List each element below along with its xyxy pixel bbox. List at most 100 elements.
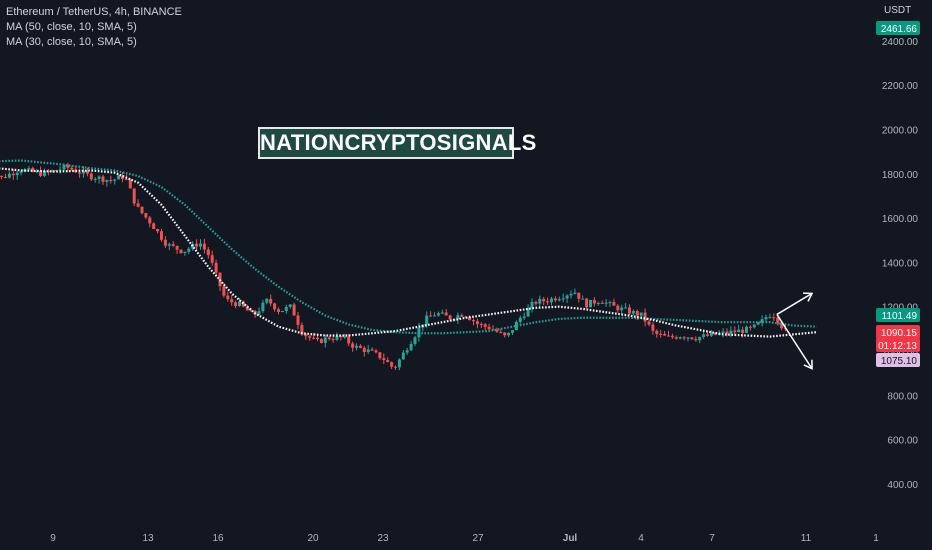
- price-axis[interactable]: 2400.00 2200.00 2000.00 1800.00 1600.00 1400.…: [882, 37, 919, 491]
- ma50-line: [0, 159, 817, 335]
- candle-body: [66, 164, 70, 168]
- candle-body: [530, 301, 534, 308]
- candle-body: [109, 179, 113, 181]
- candle-body: [105, 179, 109, 182]
- price-axis-unit: USDT: [884, 5, 912, 16]
- candle-body: [0, 175, 4, 177]
- candle-body: [472, 320, 475, 322]
- candle-body: [323, 337, 327, 343]
- candle-body: [436, 313, 440, 316]
- candle-body: [27, 168, 31, 170]
- candle-body: [495, 329, 499, 332]
- candle-body: [776, 317, 780, 323]
- candle-body: [210, 255, 214, 263]
- time-tick-label: 9: [50, 533, 56, 544]
- indicator-ma30[interactable]: MA (30, close, 10, SMA, 5): [6, 36, 137, 48]
- symbol-title[interactable]: Ethereum / TetherUS, 4h, BINANCE: [6, 6, 182, 18]
- candle-body: [269, 298, 273, 304]
- projection-down-arrow-head: [803, 359, 813, 370]
- candle-body: [199, 243, 202, 247]
- candle-body: [425, 315, 429, 325]
- time-tick-label: 11: [801, 533, 812, 544]
- candle-body: [768, 317, 772, 319]
- candle-body: [284, 306, 288, 311]
- candle-body: [218, 272, 222, 287]
- projection-up-arrow-head: [803, 292, 814, 302]
- candle-body: [483, 324, 487, 327]
- watermark-label: NATIONCRYPTOSIGNALS: [258, 127, 536, 159]
- candle-body: [526, 307, 530, 317]
- candle-body: [335, 335, 339, 340]
- candle-body: [405, 350, 409, 353]
- price-tick-label: 2400.00: [882, 37, 919, 48]
- candle-body: [709, 332, 713, 336]
- candle-body: [202, 243, 206, 250]
- candle-body: [635, 311, 639, 316]
- candle-body: [230, 299, 234, 303]
- candle-body: [300, 324, 304, 335]
- candle-body: [667, 335, 670, 337]
- candle-body: [288, 304, 292, 307]
- time-tick-label: 23: [377, 533, 389, 544]
- candle-body: [694, 339, 698, 341]
- candle-body: [659, 333, 663, 335]
- candle-body: [7, 173, 11, 178]
- candle-body: [331, 339, 335, 341]
- candle-body: [163, 239, 167, 246]
- candle-body: [550, 298, 553, 303]
- candle-body: [522, 316, 526, 318]
- candle-body: [292, 304, 296, 316]
- price-badge-label: 2461.66: [881, 24, 918, 35]
- candle-body: [409, 343, 413, 351]
- candle-body: [62, 164, 66, 170]
- candle-body: [557, 299, 561, 301]
- candle-body: [238, 301, 241, 307]
- candle-body: [585, 298, 589, 308]
- time-axis[interactable]: 9 13 16 20 23 27 Jul 4 7 11 1: [50, 533, 879, 544]
- candle-body: [745, 326, 748, 333]
- candle-body: [4, 176, 7, 178]
- candle-body: [674, 337, 678, 339]
- candlestick-series: [0, 162, 787, 371]
- candle-body: [308, 336, 312, 338]
- candle-body: [58, 169, 62, 171]
- chart-legend: Ethereum / TetherUS, 4h, BINANCE MA (50,…: [6, 5, 182, 50]
- candle-body: [670, 335, 674, 338]
- candle-body: [175, 245, 179, 250]
- price-badge: [876, 338, 920, 352]
- candle-body: [97, 176, 101, 179]
- price-badge: [876, 21, 920, 35]
- candle-body: [518, 317, 522, 322]
- candle-body: [538, 298, 542, 304]
- time-tick-label: 4: [638, 533, 644, 544]
- price-tick-label: 2200.00: [882, 81, 919, 92]
- candle-body: [413, 337, 417, 344]
- candle-body: [561, 298, 565, 300]
- candle-body: [179, 249, 183, 253]
- candle-body: [304, 334, 308, 337]
- candle-body: [514, 321, 518, 331]
- candle-body: [655, 330, 659, 334]
- candle-body: [624, 307, 628, 309]
- candle-body: [600, 302, 604, 304]
- candle-body: [678, 337, 682, 339]
- time-tick-label: Jul: [563, 533, 578, 544]
- candle-body: [245, 306, 249, 311]
- price-badge-label: 1090.15: [881, 328, 918, 339]
- candle-body: [639, 312, 643, 316]
- candle-body: [327, 337, 331, 340]
- candle-body: [546, 301, 550, 303]
- candle-body: [733, 330, 737, 333]
- candle-body: [760, 319, 764, 323]
- candle-body: [686, 337, 690, 339]
- indicator-ma50[interactable]: MA (50, close, 10, SMA, 5): [6, 21, 137, 33]
- candle-body: [569, 293, 573, 296]
- candle-body: [358, 345, 362, 348]
- candle-body: [39, 170, 43, 176]
- candle-body: [15, 172, 19, 176]
- candle-body: [351, 343, 355, 348]
- candle-body: [713, 332, 717, 335]
- candle-body: [117, 175, 121, 180]
- candle-body: [366, 349, 370, 352]
